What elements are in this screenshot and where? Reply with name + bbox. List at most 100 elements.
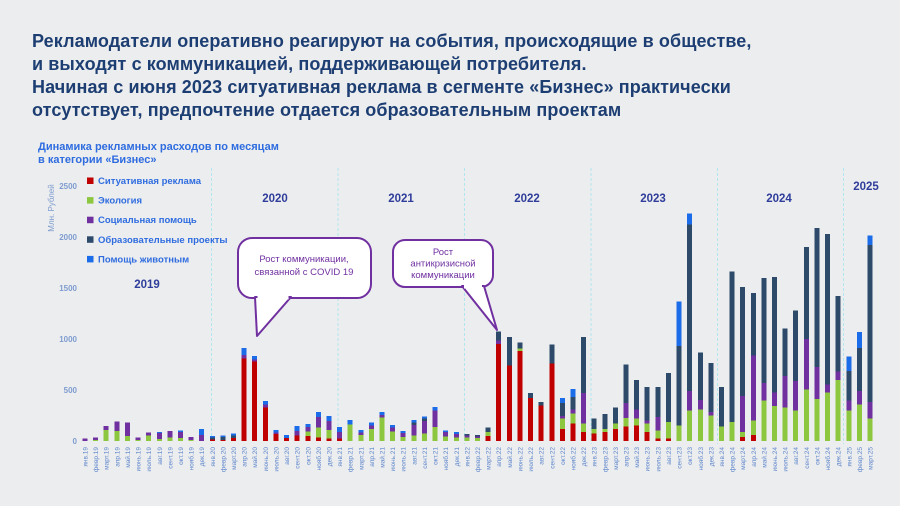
bar-февр.25	[856, 331, 862, 441]
bar-segment	[750, 293, 756, 356]
x-tick-label: нояб.20	[315, 447, 323, 471]
bar-июнь.21	[390, 425, 396, 441]
bar-segment	[273, 433, 279, 441]
bar-segment	[846, 410, 852, 441]
bar-segment	[538, 402, 544, 406]
x-tick-label: май.21	[379, 447, 387, 468]
bar-февр.19	[93, 437, 99, 441]
x-tick-label: март.23	[613, 447, 620, 470]
year-label: 2023	[640, 193, 666, 205]
bar-февр.24	[729, 271, 735, 441]
year-label: 2024	[766, 193, 792, 205]
bar-авг.23	[665, 373, 671, 441]
bar-segment	[475, 436, 480, 438]
bar-segment	[644, 386, 650, 421]
bar-segment	[559, 402, 565, 417]
bar-segment	[528, 398, 534, 441]
legend-swatch	[87, 197, 94, 204]
bar-segment	[177, 431, 183, 438]
bar-segment	[220, 435, 226, 437]
bar-segment	[867, 235, 873, 246]
bar-янв.20	[209, 435, 215, 441]
bar-segment	[167, 437, 173, 441]
bar-segment	[718, 426, 724, 441]
bar-segment	[644, 423, 650, 432]
bar-segment	[241, 358, 247, 441]
bar-июль.22	[528, 393, 534, 441]
bar-segment	[209, 435, 215, 438]
bar-segment	[305, 424, 311, 428]
bar-segment	[697, 352, 703, 401]
bubble-box	[392, 239, 494, 288]
bar-segment	[559, 428, 565, 441]
bar-дек.21	[453, 431, 459, 441]
bar-segment	[262, 404, 268, 408]
bar-segment	[793, 310, 799, 381]
bar-segment	[634, 409, 640, 419]
bar-segment	[379, 417, 385, 441]
bar-segment	[496, 340, 502, 345]
bar-июнь.19	[135, 437, 141, 441]
bar-segment	[665, 373, 671, 423]
bar-segment	[825, 233, 831, 385]
legend-item: Ситуативная реклама	[87, 176, 202, 187]
x-tick-label: нояб.19	[188, 447, 196, 471]
bar-segment	[729, 422, 735, 441]
legend-label: Ситуативная реклама	[98, 176, 202, 187]
bar-segment	[294, 426, 300, 431]
bar-segment	[559, 416, 565, 419]
x-tick-label: дек.19	[199, 447, 206, 467]
x-tick-label: апр.23	[624, 447, 631, 467]
bar-segment	[209, 439, 215, 441]
bar-нояб.22	[570, 388, 576, 441]
y-tick-label: 0	[73, 437, 78, 446]
bubble-text: антикризисной	[410, 259, 475, 270]
bar-segment	[315, 427, 321, 438]
bar-segment	[612, 428, 618, 441]
bar-июнь.24	[772, 276, 778, 441]
bar-segment	[528, 393, 534, 399]
x-tick-label: сент.21	[422, 447, 429, 469]
bar-segment	[262, 401, 268, 405]
y-tick-label: 2500	[59, 182, 77, 191]
x-tick-label: февр.25	[857, 447, 864, 472]
headline-line-2: и выходят с коммуникацией, поддерживающе…	[32, 54, 587, 74]
bar-segment	[856, 348, 862, 392]
bar-segment	[814, 367, 820, 400]
bar-segment	[581, 431, 587, 441]
bar-segment	[326, 438, 332, 441]
bar-окт.22	[559, 398, 565, 441]
x-tick-label: июнь.23	[645, 447, 652, 472]
bar-segment	[708, 362, 714, 412]
bar-segment	[262, 407, 268, 441]
x-tick-label: март.21	[358, 447, 365, 470]
bar-segment	[199, 428, 205, 435]
headline-line-1: Рекламодатели оперативно реагируют на со…	[32, 31, 752, 51]
x-tick-label: июль.21	[401, 447, 408, 472]
bar-segment	[390, 425, 396, 428]
bar-segment	[655, 386, 661, 418]
bar-segment	[411, 425, 417, 436]
bar-segment	[368, 425, 374, 429]
x-tick-label: янв.21	[337, 447, 344, 467]
bar-segment	[655, 417, 661, 431]
bar-segment	[443, 431, 449, 437]
bar-апр.20	[241, 348, 247, 441]
bar-segment	[103, 429, 109, 441]
bar-segment	[464, 433, 470, 436]
bar-сент.20	[294, 426, 300, 441]
x-tick-label: янв.25	[846, 447, 853, 467]
bar-июнь.22	[517, 342, 523, 441]
bar-segment	[358, 429, 364, 433]
bar-segment	[634, 418, 640, 426]
bar-июнь.20	[262, 401, 268, 441]
x-tick-label: февр.19	[93, 447, 100, 472]
bar-segment	[337, 431, 343, 439]
bar-segment	[517, 348, 523, 352]
bar-segment	[421, 421, 427, 434]
bar-segment	[570, 388, 576, 398]
x-tick-label: июль.23	[655, 447, 662, 472]
bar-segment	[114, 430, 120, 441]
x-tick-label: окт.21	[433, 447, 440, 465]
